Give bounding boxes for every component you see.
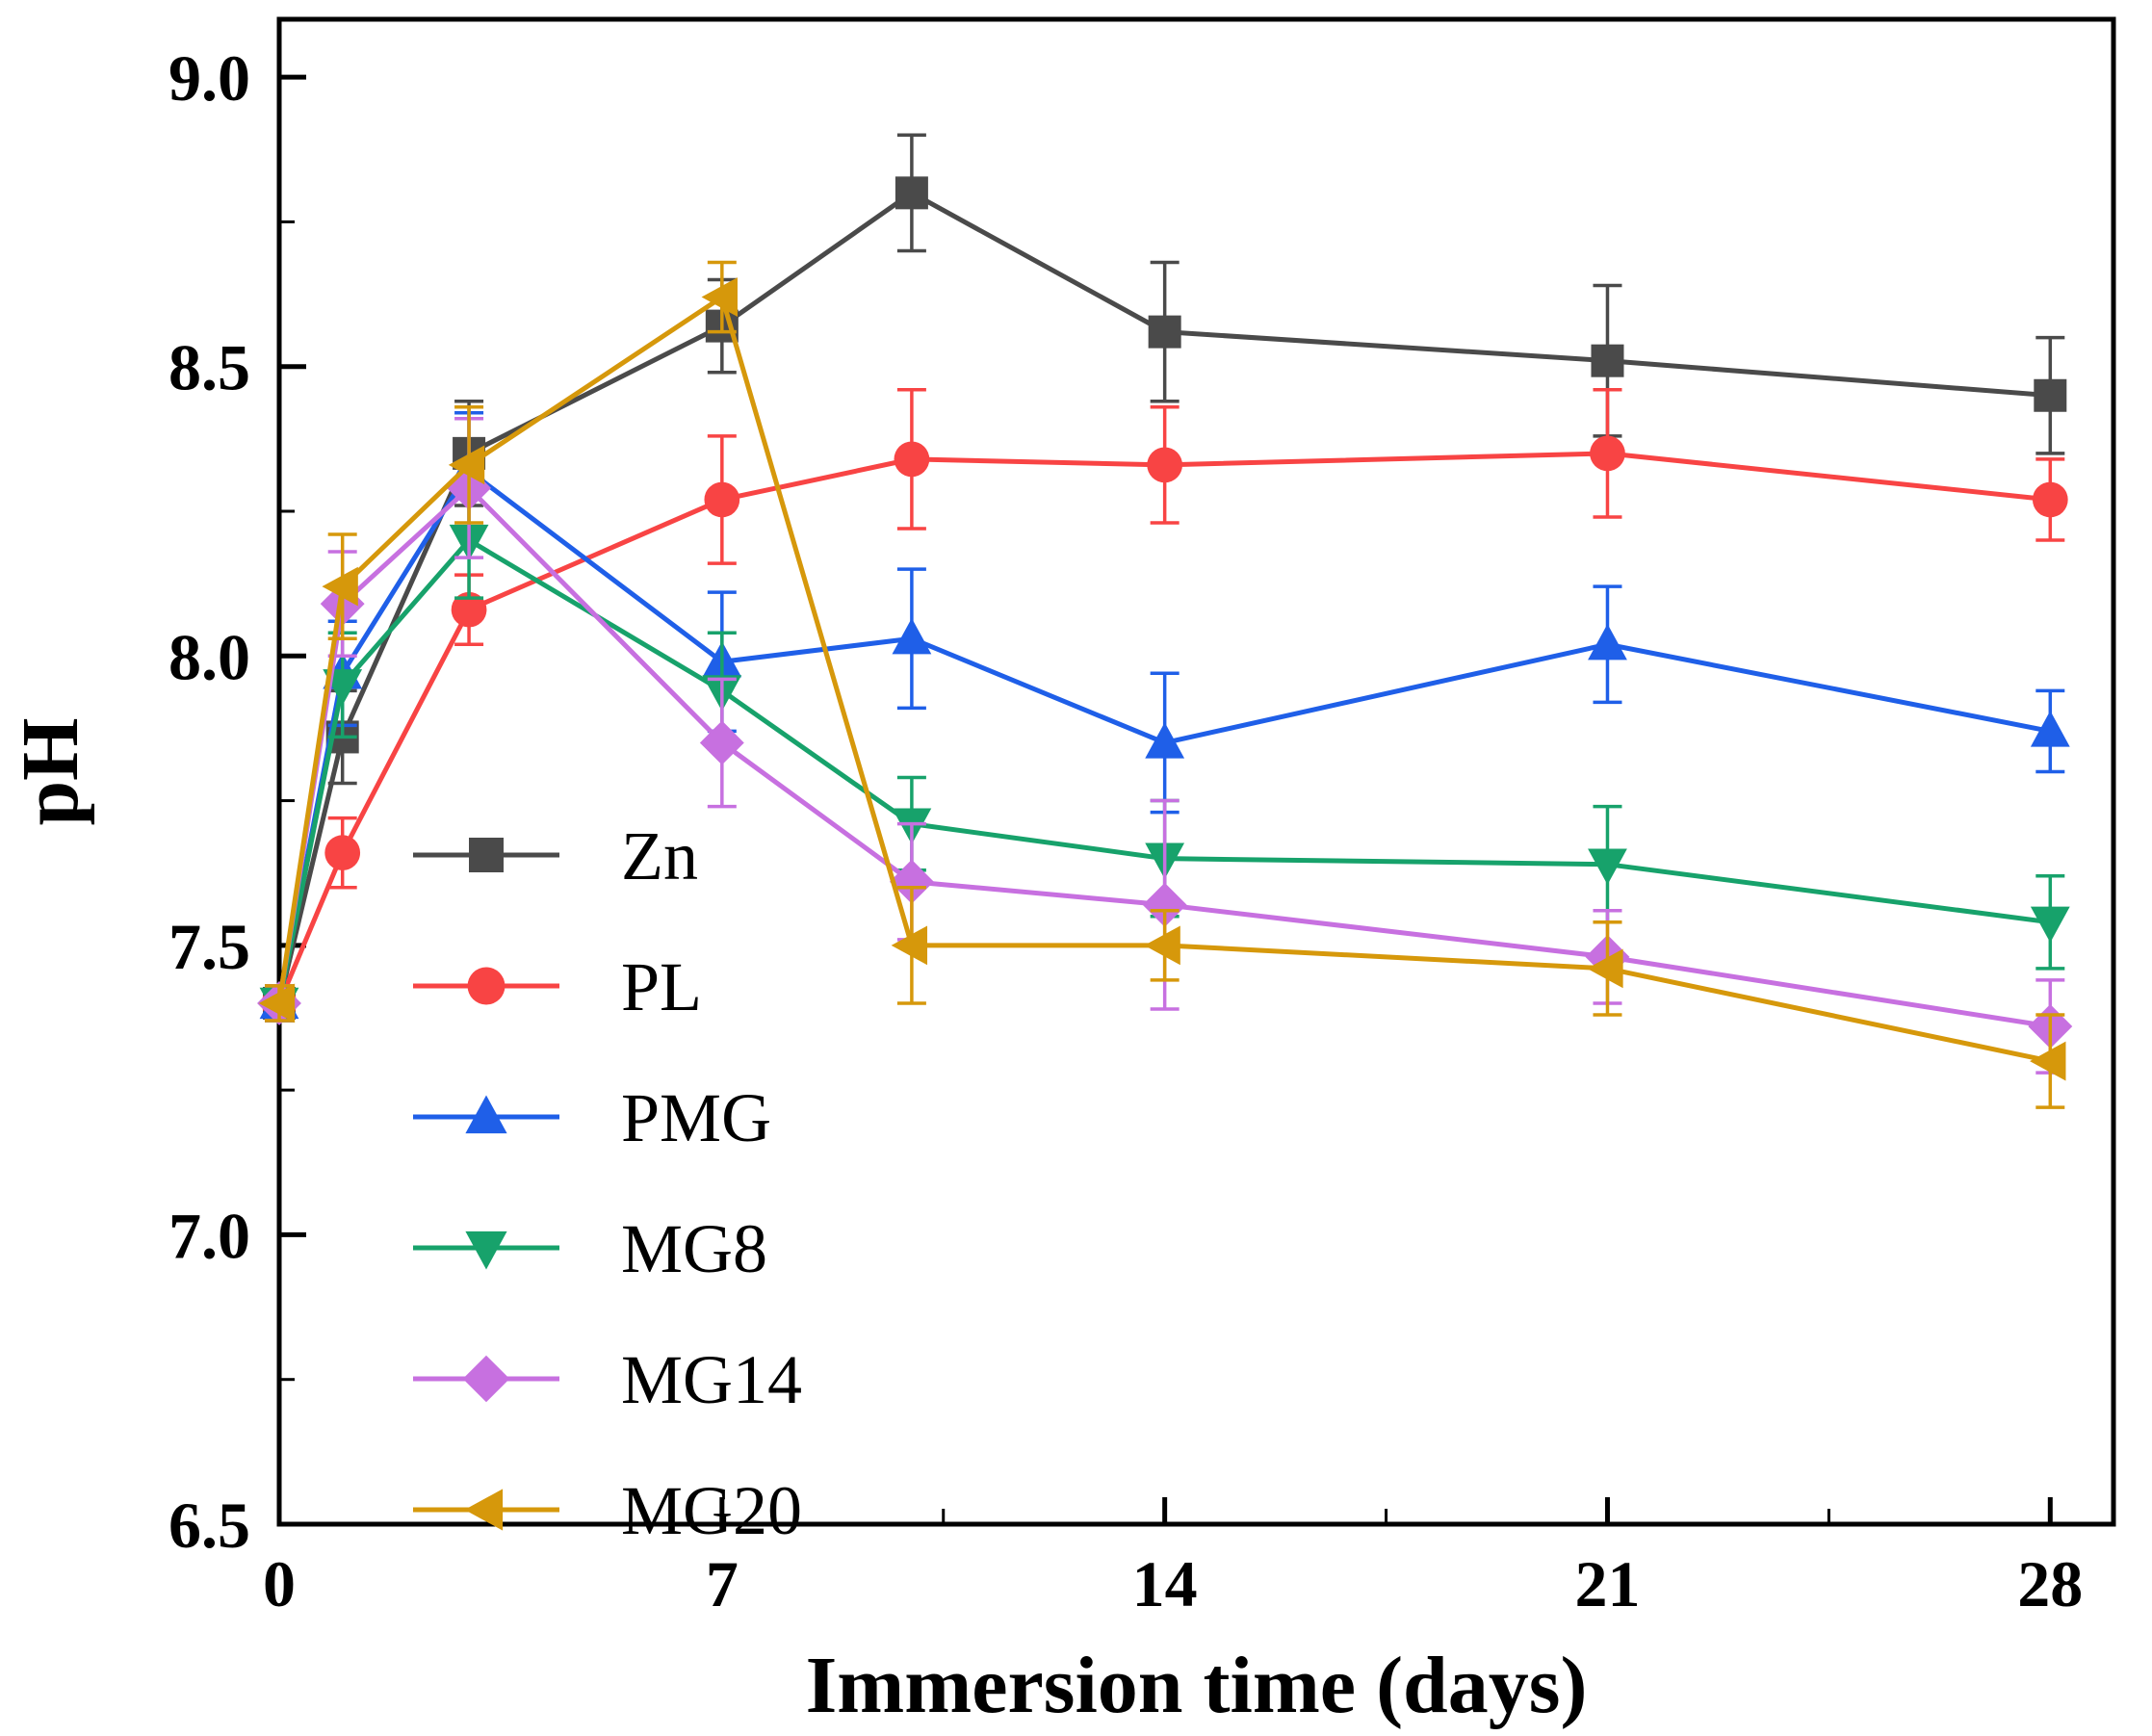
marker-circle xyxy=(2032,481,2068,518)
plot-border xyxy=(276,16,2116,1527)
marker-triangle-down xyxy=(2030,906,2070,944)
series-line-pmg xyxy=(276,468,2051,1004)
x-axis-title: Immersion time (days) xyxy=(806,1641,1588,1730)
y-tick-label: 8.5 xyxy=(169,331,250,404)
marker-triangle-left xyxy=(1587,948,1623,989)
legend-item-pl: PL xyxy=(413,948,702,1025)
marker-circle xyxy=(1590,435,1625,472)
legend-item-mg20: MG20 xyxy=(413,1472,802,1549)
legend-label-zn: Zn xyxy=(621,817,698,894)
legend-item-mg8: MG8 xyxy=(413,1210,767,1287)
legend-marker-triangle-up xyxy=(465,1095,507,1134)
y-tick-label: 8.0 xyxy=(169,620,250,693)
marker-triangle-up xyxy=(1588,623,1627,661)
series-line-mg20 xyxy=(276,295,2051,1064)
legend-marker-square xyxy=(469,838,504,872)
legend: Zn PL PMG MG8 MG14 MG20 xyxy=(413,817,802,1549)
marker-diamond xyxy=(889,859,934,904)
marker-diamond xyxy=(699,720,744,765)
series-line-mg14 xyxy=(276,485,2051,1029)
marker-circle xyxy=(704,481,740,518)
marker-triangle-left xyxy=(891,925,928,966)
x-tick-label: 14 xyxy=(1132,1547,1198,1620)
marker-triangle-up xyxy=(1145,722,1185,759)
legend-marker-triangle-left xyxy=(464,1489,504,1531)
y-tick-label: 6.5 xyxy=(169,1489,250,1562)
legend-label-mg8: MG8 xyxy=(621,1210,767,1287)
marker-circle xyxy=(451,591,487,628)
series-line-mg8 xyxy=(276,537,2051,1004)
marker-square xyxy=(895,176,928,210)
marker-diamond xyxy=(1142,882,1187,927)
legend-label-mg20: MG20 xyxy=(621,1472,802,1549)
legend-marker-circle xyxy=(467,967,506,1005)
y-tick-label: 9.0 xyxy=(169,41,250,115)
marker-square xyxy=(1591,344,1624,377)
legend-item-mg14: MG14 xyxy=(413,1341,802,1418)
y-tick-label: 7.0 xyxy=(169,1199,250,1272)
marker-triangle-left xyxy=(701,277,738,317)
marker-triangle-left xyxy=(258,983,296,1023)
marker-circle xyxy=(1147,447,1183,483)
marker-circle xyxy=(894,441,930,478)
marker-triangle-left xyxy=(322,566,358,607)
marker-triangle-up xyxy=(892,617,932,655)
legend-label-pl: PL xyxy=(621,948,702,1025)
y-axis-title: pH xyxy=(6,717,95,825)
series-line-zn xyxy=(276,190,2051,1004)
marker-circle xyxy=(324,835,361,871)
legend-item-pmg: PMG xyxy=(413,1079,771,1156)
marker-triangle-left xyxy=(2030,1041,2066,1081)
series-mg20 xyxy=(258,260,2066,1109)
legend-item-zn: Zn xyxy=(413,817,698,894)
legend-marker-diamond xyxy=(462,1355,510,1403)
y-tick-label: 7.5 xyxy=(169,910,250,983)
marker-triangle-left xyxy=(1144,925,1180,966)
series-line-pl xyxy=(276,451,2051,1004)
legend-label-mg14: MG14 xyxy=(621,1341,802,1418)
marker-triangle-left xyxy=(448,445,485,485)
marker-square xyxy=(2034,378,2067,412)
legend-marker-triangle-down xyxy=(465,1231,507,1270)
marker-square xyxy=(1148,315,1181,349)
x-tick-label: 28 xyxy=(2017,1547,2083,1620)
marker-triangle-up xyxy=(2030,711,2070,747)
marker-triangle-down xyxy=(1588,848,1627,885)
x-tick-label: 21 xyxy=(1574,1547,1640,1620)
x-tick-label: 7 xyxy=(706,1547,739,1620)
x-tick-label: 0 xyxy=(263,1547,296,1620)
legend-label-pmg: PMG xyxy=(621,1079,771,1156)
